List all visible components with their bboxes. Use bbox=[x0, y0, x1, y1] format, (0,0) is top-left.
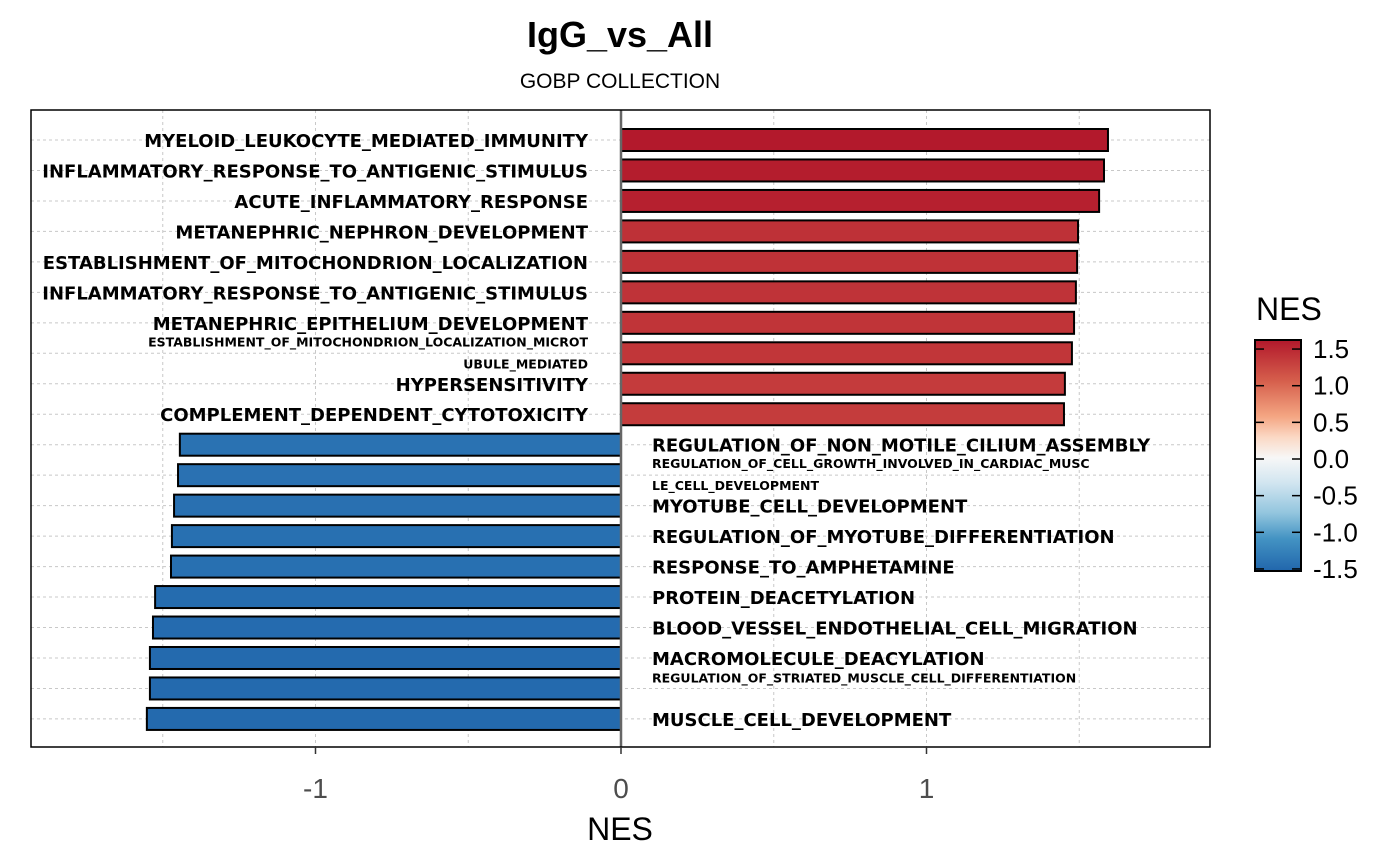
bar-label: INFLAMMATORY_RESPONSE_TO_ANTIGENIC_STIMU… bbox=[42, 161, 588, 182]
bar bbox=[170, 524, 622, 549]
bar-label: BLOOD_VESSEL_ENDOTHELIAL_CELL_MIGRATION bbox=[652, 619, 1138, 640]
x-tick-label: 1 bbox=[919, 773, 935, 804]
bar bbox=[178, 432, 622, 457]
x-tick-label: -1 bbox=[303, 773, 328, 804]
bar bbox=[620, 371, 1066, 396]
bar bbox=[145, 706, 622, 731]
bar bbox=[620, 280, 1077, 305]
bar bbox=[620, 249, 1079, 274]
colorbar-tick-label: 1.5 bbox=[1313, 334, 1349, 364]
bar-label: REGULATION_OF_CELL_GROWTH_INVOLVED_IN_CA… bbox=[652, 456, 1090, 472]
bar bbox=[620, 128, 1109, 152]
bar bbox=[148, 676, 622, 701]
bar bbox=[151, 615, 622, 640]
bar-label: METANEPHRIC_EPITHELIUM_DEVELOPMENT bbox=[153, 314, 589, 335]
bar bbox=[620, 310, 1076, 335]
x-axis: -1 0 1 bbox=[303, 747, 934, 804]
colorbar bbox=[1254, 339, 1302, 572]
bar-label: MACROMOLECULE_DEACYLATION bbox=[652, 649, 985, 670]
bar-label: HYPERSENSITIVITY bbox=[396, 375, 589, 396]
bar-label: ESTABLISHMENT_OF_MITOCHONDRION_LOCALIZAT… bbox=[148, 334, 588, 350]
colorbar-tick-label: -1.0 bbox=[1313, 517, 1358, 547]
colorbar-tick-label: 0.5 bbox=[1313, 407, 1349, 437]
legend-title: NES bbox=[1256, 291, 1322, 327]
bar-label: PROTEIN_DEACETYLATION bbox=[652, 588, 915, 609]
bar-label-continued: LE_CELL_DEVELOPMENT bbox=[652, 478, 820, 494]
bar bbox=[177, 463, 622, 488]
bar bbox=[620, 219, 1080, 244]
bar-label: ESTABLISHMENT_OF_MITOCHONDRION_LOCALIZAT… bbox=[43, 253, 588, 274]
bar bbox=[154, 585, 623, 610]
colorbar-tick-label: 0.0 bbox=[1313, 444, 1349, 474]
bar bbox=[620, 188, 1101, 213]
bar-label-continued: UBULE_MEDIATED bbox=[463, 356, 588, 372]
bar-label: REGULATION_OF_STRIATED_MUSCLE_CELL_DIFFE… bbox=[652, 670, 1076, 686]
bar-label: REGULATION_OF_NON_MOTILE_CILIUM_ASSEMBLY bbox=[652, 436, 1151, 457]
chart-title: IgG_vs_All bbox=[527, 14, 713, 55]
legend: NES 1.5 1.0 0.5 0.0 -0.5 -1.0 -1.5 bbox=[1254, 291, 1358, 584]
bar-label: ACUTE_INFLAMMATORY_RESPONSE bbox=[234, 192, 588, 213]
bar bbox=[620, 402, 1065, 427]
bar bbox=[620, 158, 1105, 183]
chart-subtitle: GOBP COLLECTION bbox=[520, 70, 720, 93]
bar-label: METANEPHRIC_NEPHRON_DEVELOPMENT bbox=[175, 222, 588, 243]
bar-label: MYOTUBE_CELL_DEVELOPMENT bbox=[652, 497, 968, 518]
bar bbox=[173, 493, 622, 518]
bar-label: COMPLEMENT_DEPENDENT_CYTOTOXICITY bbox=[160, 405, 589, 426]
x-tick-label: 0 bbox=[613, 773, 629, 804]
bar-label: RESPONSE_TO_AMPHETAMINE bbox=[652, 558, 955, 579]
bar-label: MYELOID_LEUKOCYTE_MEDIATED_IMMUNITY bbox=[144, 131, 589, 152]
colorbar-tick-label: -1.5 bbox=[1313, 554, 1358, 584]
colorbar-tick-label: 1.0 bbox=[1313, 371, 1349, 401]
bar-label: INFLAMMATORY_RESPONSE_TO_ANTIGENIC_STIMU… bbox=[42, 283, 588, 304]
bars bbox=[145, 110, 1109, 747]
bar-labels: MYELOID_LEUKOCYTE_MEDIATED_IMMUNITY INFLA… bbox=[42, 131, 1151, 731]
bar-label: REGULATION_OF_MYOTUBE_DIFFERENTIATION bbox=[652, 527, 1115, 548]
bar bbox=[169, 554, 622, 579]
colorbar-tick-label: -0.5 bbox=[1313, 481, 1358, 511]
bar-label: MUSCLE_CELL_DEVELOPMENT bbox=[652, 710, 952, 731]
bar bbox=[148, 645, 622, 670]
bar bbox=[620, 341, 1073, 366]
x-axis-label: NES bbox=[587, 811, 653, 847]
